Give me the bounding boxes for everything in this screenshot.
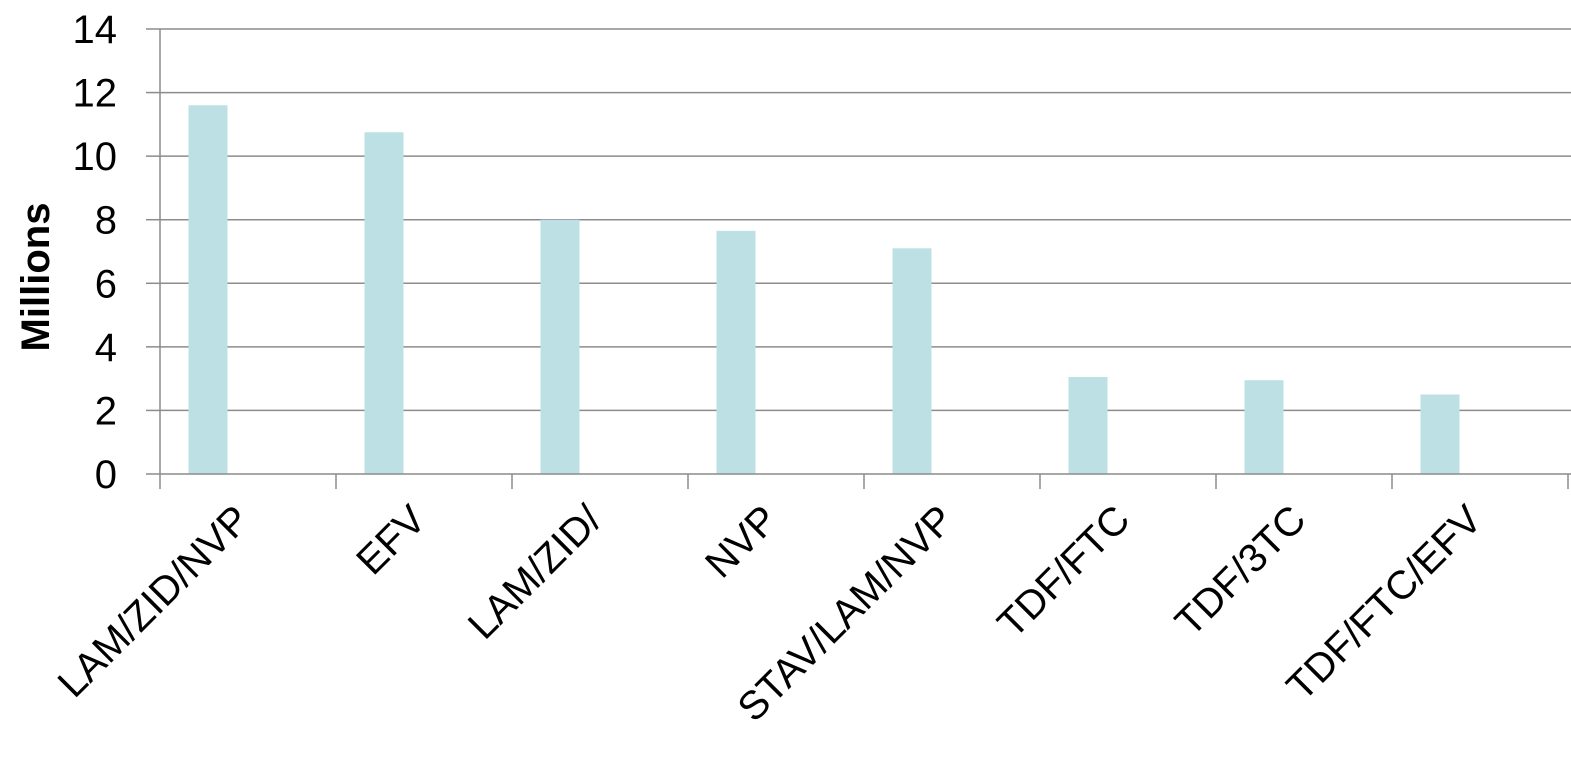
- y-axis-title: Millions: [14, 203, 58, 352]
- axes: [146, 28, 1571, 489]
- y-tick-label: 8: [95, 199, 117, 243]
- bar-tdf-3tc: [1244, 380, 1284, 474]
- bar-tdf-ftc: [1068, 377, 1108, 474]
- y-tick-label: 10: [73, 135, 118, 179]
- y-tick-label: 4: [95, 326, 117, 370]
- bar-stav-lam-nvp: [892, 248, 932, 474]
- y-tick-label: 2: [95, 389, 117, 433]
- y-tick-labels: 0 2 4 6 8 10 12 14: [73, 8, 118, 497]
- y-tick-label: 12: [73, 72, 118, 116]
- bar-tdf-ftc-efv: [1420, 394, 1460, 474]
- x-tick-label: NVP: [697, 497, 786, 586]
- x-tick-label: EFV: [348, 497, 434, 583]
- bar-efv: [364, 132, 404, 474]
- bar-lam-zid-nvp: [188, 105, 228, 475]
- y-tick-label: 0: [95, 453, 117, 497]
- y-tick-label: 6: [95, 262, 117, 306]
- bars: [188, 105, 1460, 475]
- x-tick-label: LAM/ZID/: [460, 497, 611, 648]
- bar-nvp: [716, 230, 756, 474]
- bar-lam-zid: [540, 219, 580, 474]
- x-tick-label: TDF/3TC: [1167, 497, 1314, 644]
- x-tick-label: LAM/ZID/NVP: [50, 497, 259, 706]
- x-tick-label: TDF/FTC: [989, 497, 1138, 646]
- y-tick-label: 14: [73, 8, 118, 52]
